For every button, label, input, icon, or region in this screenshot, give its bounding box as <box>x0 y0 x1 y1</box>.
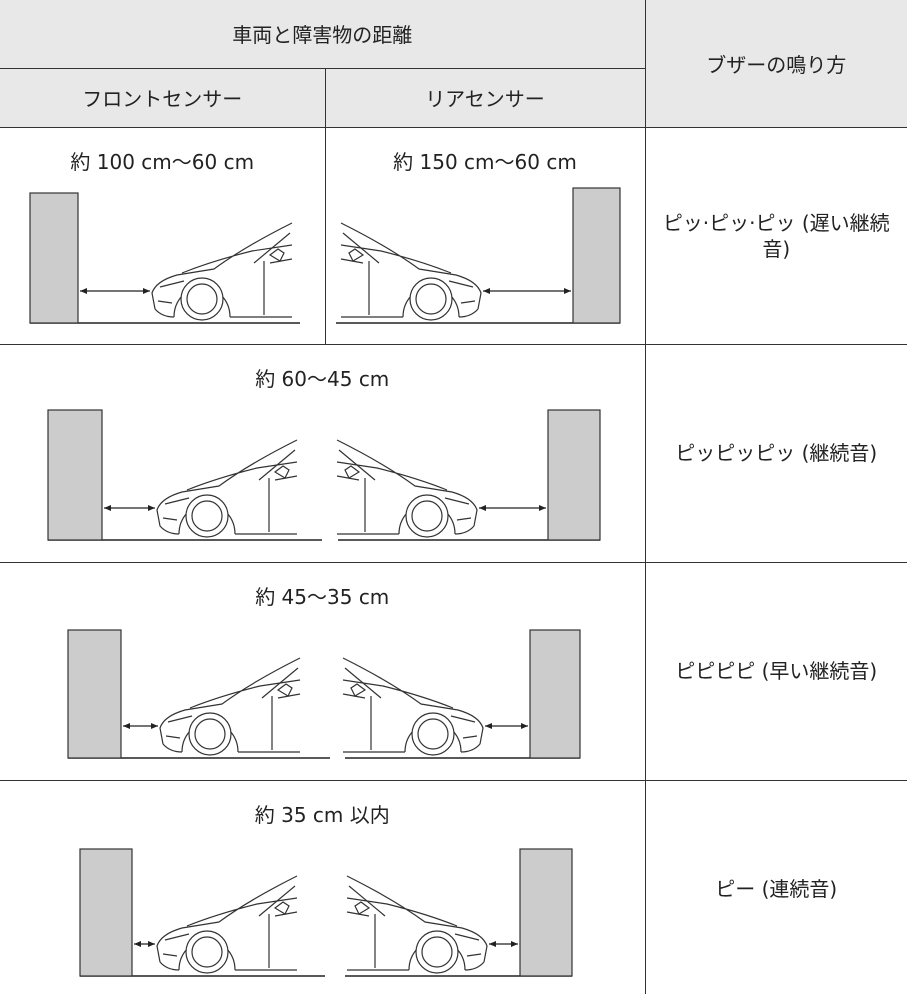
obstacle-wall <box>519 847 573 977</box>
car-hub <box>194 717 226 750</box>
car-details <box>157 232 293 315</box>
buzzer-sound: ピピピピ (早い継続音) <box>644 561 907 781</box>
car-mirror <box>268 247 285 262</box>
arrow-head <box>123 722 158 729</box>
obstacle-wall <box>47 408 103 541</box>
car-body <box>159 656 301 753</box>
obstacle-wall <box>29 191 79 324</box>
car-details <box>336 449 472 532</box>
header-buzzer: ブザーの鳴り方 <box>644 0 907 128</box>
car-body <box>346 874 488 971</box>
front-illustration <box>29 191 300 324</box>
car <box>151 221 293 321</box>
obstacle-wall <box>529 628 581 759</box>
car-hub <box>411 499 443 532</box>
header-front: フロントセンサー <box>0 67 326 128</box>
header-distance: 車両と障害物の距離 <box>0 0 646 69</box>
distance-label: 約 100 cm〜60 cm <box>70 149 255 174</box>
car-body <box>340 221 482 318</box>
rear-illustration <box>335 186 621 324</box>
illustration <box>79 847 573 977</box>
distance-label: 約 60〜45 cm <box>255 366 390 391</box>
car-body <box>342 656 484 753</box>
obstacle-wall <box>571 186 621 324</box>
car-mirror <box>273 464 290 479</box>
car-details <box>165 667 301 750</box>
car-hub <box>191 935 223 968</box>
car-details <box>162 449 298 532</box>
illustration <box>47 408 601 541</box>
arrow-head <box>80 287 150 294</box>
cell: 約 60〜45 cm <box>0 343 646 563</box>
illustration <box>67 628 581 759</box>
obstacle-wall <box>67 628 122 759</box>
car-body <box>151 221 293 318</box>
cell: 約 35 cm 以内 <box>0 779 646 994</box>
arrow-head <box>489 940 518 947</box>
cell: 約 150 cm〜60 cm <box>324 126 646 345</box>
header-rear: リアセンサー <box>324 67 645 128</box>
cell: 約 100 cm〜60 cm <box>0 126 326 345</box>
car-details <box>162 885 298 968</box>
buzzer-sound: ピー (連続音) <box>644 779 907 994</box>
car <box>340 221 482 321</box>
car-hub <box>191 499 223 532</box>
car-hub <box>421 935 453 968</box>
buzzer-sound: ピッピッピッ (継続音) <box>644 343 907 563</box>
distance-label: 約 150 cm〜60 cm <box>393 149 577 174</box>
arrow-head <box>134 940 155 947</box>
arrow-head <box>479 504 546 511</box>
car-details <box>342 667 478 750</box>
car-mirror <box>273 900 290 915</box>
car-body <box>156 438 298 535</box>
car <box>342 656 484 756</box>
car-details <box>346 885 482 968</box>
car-body <box>156 874 298 971</box>
car <box>159 656 301 756</box>
cell: 約 45〜35 cm <box>0 561 646 781</box>
car-hub <box>417 717 449 750</box>
car-details <box>340 232 475 315</box>
car <box>346 874 488 974</box>
obstacle-wall <box>79 847 133 977</box>
car-mirror <box>344 464 361 479</box>
car <box>156 438 298 538</box>
car-hub <box>414 282 447 315</box>
car-mirror <box>347 247 364 262</box>
distance-label: 約 35 cm 以内 <box>254 802 390 827</box>
car-body <box>336 438 478 535</box>
car-mirror <box>354 900 371 915</box>
car-mirror <box>276 682 293 697</box>
buzzer-sound: ピッ·ピッ·ピッ (遅い継続音) <box>644 126 907 345</box>
car <box>156 874 298 974</box>
distance-label: 約 45〜35 cm <box>255 584 390 609</box>
car-hub <box>186 282 218 315</box>
car <box>336 438 478 538</box>
obstacle-wall <box>547 408 601 541</box>
car-mirror <box>350 682 367 697</box>
